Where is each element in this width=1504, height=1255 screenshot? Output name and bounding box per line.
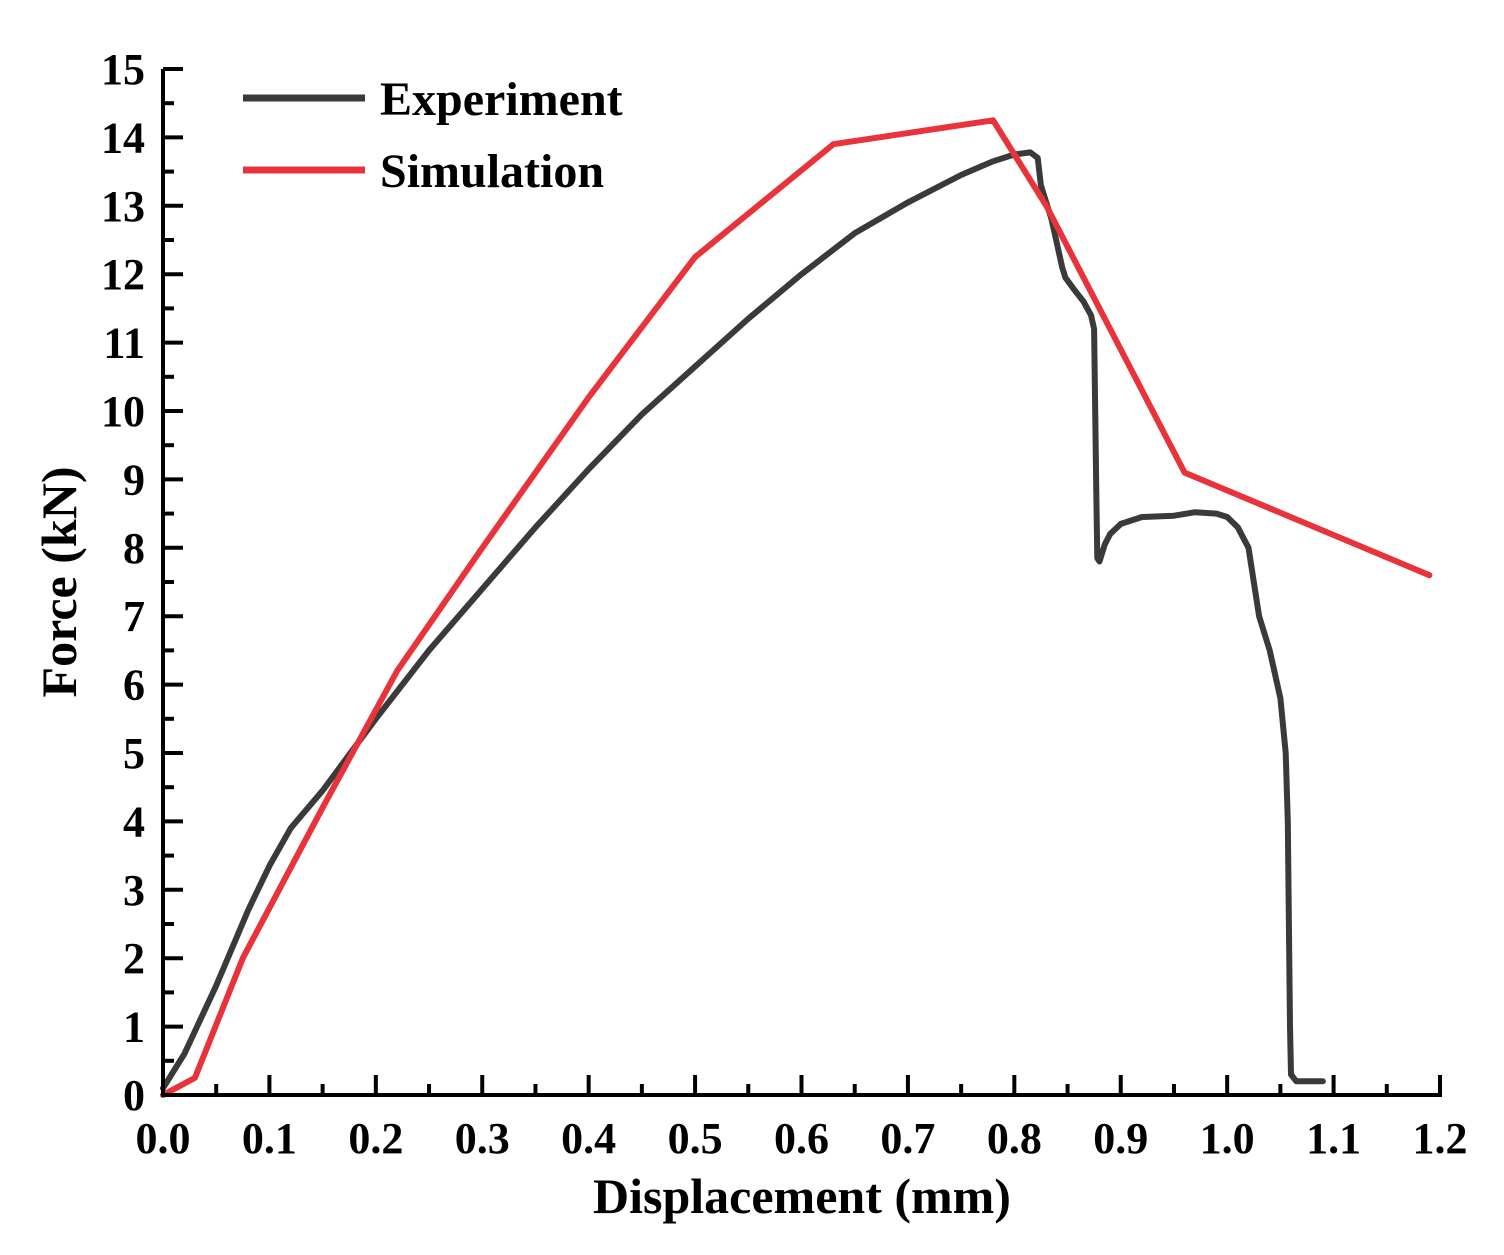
- x-tick-label: 0.3: [455, 1114, 510, 1163]
- series-layer: [160, 117, 1433, 1098]
- y-tick-label: 9: [123, 455, 145, 504]
- legend-label-experiment: Experiment: [380, 73, 623, 126]
- x-tick-label: 1.1: [1306, 1114, 1361, 1163]
- y-tick-label: 13: [101, 182, 145, 231]
- y-tick-label: 5: [123, 729, 145, 778]
- x-tick-label: 0.8: [987, 1114, 1042, 1163]
- x-tick-label: 0.0: [136, 1114, 191, 1163]
- y-tick-label: 6: [123, 661, 145, 710]
- y-tick-label: 10: [101, 387, 145, 436]
- y-tick-label: 15: [101, 45, 145, 94]
- axes: 0.0 0.1 0.2 0.3 0.4 0.5 0.6 0.7 0.8 0.9 1.0 1.1 1.2 …: [101, 45, 1468, 1163]
- y-tick-label: 12: [101, 250, 145, 299]
- legend: Experiment Simulation: [243, 73, 623, 198]
- x-tick-label: 0.7: [880, 1114, 935, 1163]
- y-tick-label: 8: [123, 524, 145, 573]
- y-tick-label: 11: [103, 319, 145, 368]
- series-line-simulation: [160, 117, 1433, 1098]
- y-tick-label: 0: [123, 1071, 145, 1120]
- y-tick-label: 1: [123, 1003, 145, 1052]
- legend-label-simulation: Simulation: [380, 145, 604, 198]
- x-axis-title: Displacement (mm): [593, 1168, 1011, 1224]
- x-tick-label: 0.9: [1093, 1114, 1148, 1163]
- y-axis-title: Force (kN): [31, 467, 87, 698]
- series-line-experiment: [160, 149, 1326, 1092]
- x-ticks: 0.0 0.1 0.2 0.3 0.4 0.5 0.6 0.7 0.8 0.9 1.0 1.1 1.2: [136, 1075, 1468, 1163]
- x-tick-label: 0.2: [348, 1114, 403, 1163]
- x-tick-label: 0.1: [242, 1114, 297, 1163]
- y-tick-label: 4: [123, 797, 145, 846]
- x-tick-label: 0.5: [668, 1114, 723, 1163]
- x-tick-label: 0.6: [774, 1114, 829, 1163]
- x-tick-label: 0.4: [561, 1114, 616, 1163]
- y-tick-label: 7: [123, 592, 145, 641]
- x-tick-label: 1.2: [1413, 1114, 1468, 1163]
- y-tick-label: 14: [101, 113, 145, 162]
- x-tick-label: 1.0: [1200, 1114, 1255, 1163]
- y-tick-label: 2: [123, 934, 145, 983]
- y-tick-label: 3: [123, 866, 145, 915]
